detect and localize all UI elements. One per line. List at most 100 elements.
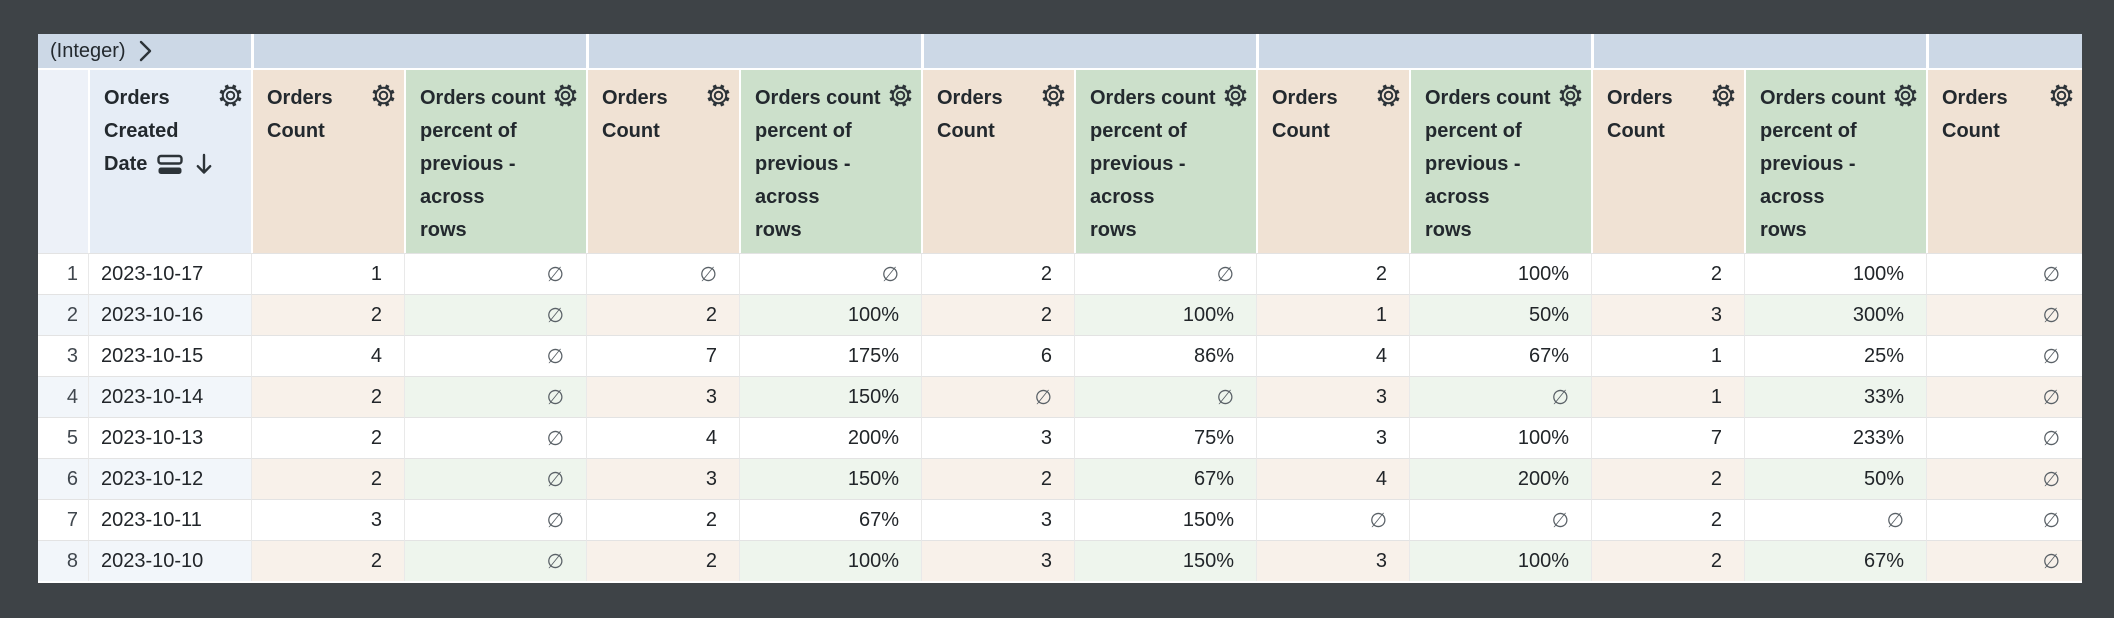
- column-header-orders-count[interactable]: Orders Count: [1591, 70, 1744, 253]
- count-value-cell[interactable]: 3: [921, 540, 1074, 581]
- count-value-cell[interactable]: 2: [251, 376, 404, 417]
- percent-value-cell[interactable]: 75%: [1074, 417, 1256, 458]
- date-cell[interactable]: 2023-10-14: [88, 376, 251, 417]
- percent-value-cell[interactable]: 175%: [739, 335, 921, 376]
- count-value-cell[interactable]: ∅: [1926, 417, 2082, 458]
- date-cell[interactable]: 2023-10-11: [88, 499, 251, 540]
- percent-value-cell[interactable]: 150%: [739, 458, 921, 499]
- count-value-cell[interactable]: 1: [1591, 376, 1744, 417]
- percent-value-cell[interactable]: 50%: [1409, 294, 1591, 335]
- count-value-cell[interactable]: 2: [1591, 540, 1744, 581]
- percent-value-cell[interactable]: 100%: [1409, 253, 1591, 294]
- count-value-cell[interactable]: 2: [921, 253, 1074, 294]
- gear-icon[interactable]: [1041, 83, 1066, 108]
- gear-icon[interactable]: [888, 83, 913, 108]
- count-value-cell[interactable]: ∅: [1926, 294, 2082, 335]
- count-value-cell[interactable]: 3: [1256, 417, 1409, 458]
- count-value-cell[interactable]: 6: [921, 335, 1074, 376]
- percent-value-cell[interactable]: ∅: [1744, 499, 1926, 540]
- percent-value-cell[interactable]: 67%: [1409, 335, 1591, 376]
- gear-icon[interactable]: [1558, 83, 1583, 108]
- column-header-orders-count[interactable]: Orders Count: [921, 70, 1074, 253]
- count-value-cell[interactable]: 2: [1591, 253, 1744, 294]
- column-header-orders-count[interactable]: Orders Count: [586, 70, 739, 253]
- count-value-cell[interactable]: 7: [1591, 417, 1744, 458]
- percent-value-cell[interactable]: ∅: [404, 335, 586, 376]
- count-value-cell[interactable]: ∅: [1926, 458, 2082, 499]
- gear-icon[interactable]: [1893, 83, 1918, 108]
- percent-value-cell[interactable]: 33%: [1744, 376, 1926, 417]
- column-header-orders-count[interactable]: Orders Count: [1926, 70, 2082, 253]
- column-header-orders-count-percent-of-previous[interactable]: Orders count percent of previous - across ro…: [1409, 70, 1591, 253]
- percent-value-cell[interactable]: 100%: [1074, 294, 1256, 335]
- count-value-cell[interactable]: 2: [921, 294, 1074, 335]
- percent-value-cell[interactable]: ∅: [404, 540, 586, 581]
- percent-value-cell[interactable]: 150%: [739, 376, 921, 417]
- percent-value-cell[interactable]: ∅: [404, 458, 586, 499]
- date-cell[interactable]: 2023-10-15: [88, 335, 251, 376]
- percent-value-cell[interactable]: 86%: [1074, 335, 1256, 376]
- count-value-cell[interactable]: 3: [586, 376, 739, 417]
- percent-value-cell[interactable]: 100%: [739, 294, 921, 335]
- count-value-cell[interactable]: 3: [1256, 540, 1409, 581]
- count-value-cell[interactable]: 2: [586, 499, 739, 540]
- gear-icon[interactable]: [218, 83, 243, 108]
- count-value-cell[interactable]: 3: [251, 499, 404, 540]
- count-value-cell[interactable]: 1: [1591, 335, 1744, 376]
- percent-value-cell[interactable]: 200%: [739, 417, 921, 458]
- count-value-cell[interactable]: 1: [1256, 294, 1409, 335]
- count-value-cell[interactable]: ∅: [921, 376, 1074, 417]
- count-value-cell[interactable]: 4: [586, 417, 739, 458]
- gear-icon[interactable]: [371, 83, 396, 108]
- gear-icon[interactable]: [2049, 83, 2074, 108]
- gear-icon[interactable]: [1711, 83, 1736, 108]
- count-value-cell[interactable]: 7: [586, 335, 739, 376]
- percent-value-cell[interactable]: 100%: [739, 540, 921, 581]
- percent-value-cell[interactable]: 25%: [1744, 335, 1926, 376]
- count-value-cell[interactable]: 3: [921, 417, 1074, 458]
- percent-value-cell[interactable]: 50%: [1744, 458, 1926, 499]
- sort-desc-arrow-icon[interactable]: [194, 152, 214, 177]
- count-value-cell[interactable]: 2: [251, 540, 404, 581]
- percent-value-cell[interactable]: 150%: [1074, 499, 1256, 540]
- percent-value-cell[interactable]: ∅: [404, 499, 586, 540]
- count-value-cell[interactable]: ∅: [1256, 499, 1409, 540]
- percent-value-cell[interactable]: ∅: [1074, 253, 1256, 294]
- percent-value-cell[interactable]: 200%: [1409, 458, 1591, 499]
- percent-value-cell[interactable]: ∅: [1074, 376, 1256, 417]
- pivot-field-header[interactable]: (Integer): [38, 34, 251, 70]
- percent-value-cell[interactable]: 67%: [1074, 458, 1256, 499]
- count-value-cell[interactable]: 3: [586, 458, 739, 499]
- percent-value-cell[interactable]: ∅: [739, 253, 921, 294]
- percent-value-cell[interactable]: 150%: [1074, 540, 1256, 581]
- column-header-orders-count-percent-of-previous[interactable]: Orders count percent of previous - across ro…: [404, 70, 586, 253]
- gear-icon[interactable]: [1376, 83, 1401, 108]
- date-cell[interactable]: 2023-10-10: [88, 540, 251, 581]
- percent-value-cell[interactable]: ∅: [404, 376, 586, 417]
- count-value-cell[interactable]: ∅: [1926, 335, 2082, 376]
- count-value-cell[interactable]: 4: [251, 335, 404, 376]
- percent-value-cell[interactable]: ∅: [1409, 499, 1591, 540]
- column-header-orders-count-percent-of-previous[interactable]: Orders count percent of previous - across ro…: [739, 70, 921, 253]
- count-value-cell[interactable]: 2: [1591, 458, 1744, 499]
- percent-value-cell[interactable]: ∅: [404, 294, 586, 335]
- count-value-cell[interactable]: 2: [251, 294, 404, 335]
- count-value-cell[interactable]: 2: [586, 294, 739, 335]
- gear-icon[interactable]: [553, 83, 578, 108]
- column-header-orders-count-percent-of-previous[interactable]: Orders count percent of previous - across ro…: [1744, 70, 1926, 253]
- date-cell[interactable]: 2023-10-12: [88, 458, 251, 499]
- count-value-cell[interactable]: 4: [1256, 458, 1409, 499]
- count-value-cell[interactable]: 3: [921, 499, 1074, 540]
- count-value-cell[interactable]: 2: [586, 540, 739, 581]
- count-value-cell[interactable]: 2: [1591, 499, 1744, 540]
- count-value-cell[interactable]: 3: [1591, 294, 1744, 335]
- percent-value-cell[interactable]: 100%: [1409, 540, 1591, 581]
- count-value-cell[interactable]: 2: [251, 417, 404, 458]
- column-header-orders-count[interactable]: Orders Count: [1256, 70, 1409, 253]
- percent-value-cell[interactable]: 67%: [739, 499, 921, 540]
- chevron-right-icon[interactable]: [135, 38, 155, 64]
- percent-value-cell[interactable]: ∅: [404, 417, 586, 458]
- percent-value-cell[interactable]: 100%: [1744, 253, 1926, 294]
- count-value-cell[interactable]: 2: [921, 458, 1074, 499]
- percent-value-cell[interactable]: 233%: [1744, 417, 1926, 458]
